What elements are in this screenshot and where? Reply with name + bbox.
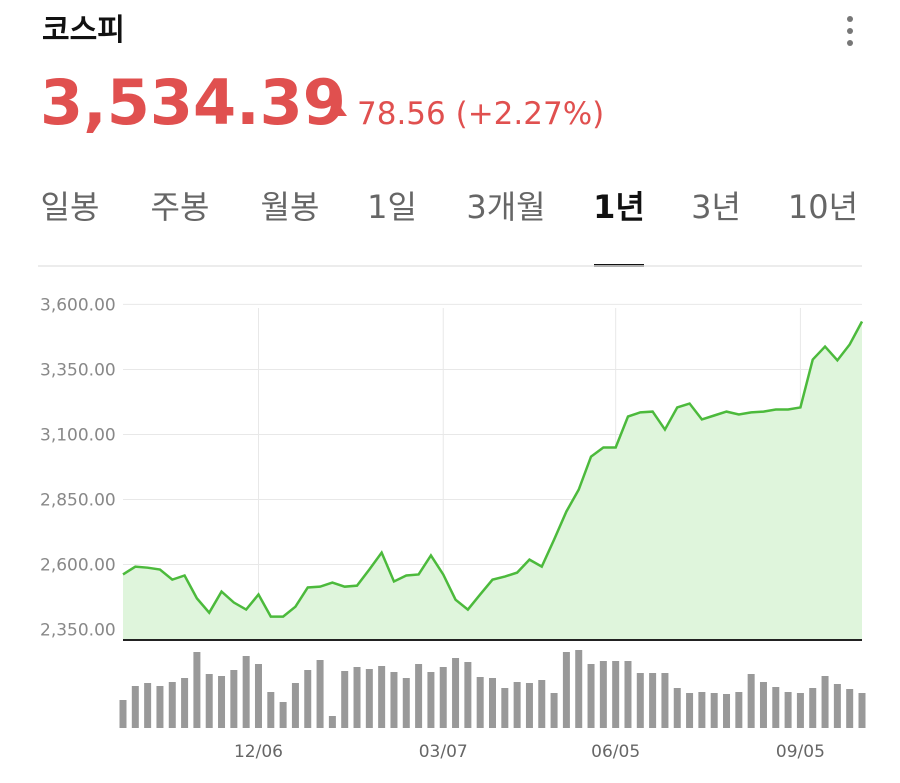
tab[interactable]: 주봉 [151,188,210,226]
volume-bar [489,678,496,728]
volume-bar [501,688,509,728]
tab[interactable]: 월봉 [261,188,320,226]
y-tick-label: 2,350.00 [40,621,116,641]
volume-bar [624,661,632,728]
volume-bar [181,678,189,728]
volume-bar [784,692,792,728]
volume-bar [796,693,804,728]
volume-bar [846,689,854,728]
y-tick-label: 3,350.00 [40,360,116,380]
x-tick-label: 06/05 [591,742,640,762]
volume-bar [562,652,570,728]
volume-bar [267,692,275,728]
volume-bar [661,673,669,728]
volume-bar [341,671,349,728]
volume-bar [304,670,312,728]
volume-bar [205,674,213,728]
volume-bar [550,693,558,728]
x-tick-label: 03/07 [419,742,468,762]
volume-bar [353,667,361,728]
volume-bar [390,672,398,728]
price-change: 78.56 (+2.27%) [357,96,604,132]
y-tick-label: 3,600.00 [40,295,116,315]
volume-bar [131,686,139,728]
volume-bar [821,676,829,728]
volume-bar [698,692,706,728]
y-tick-label: 2,600.00 [40,556,116,576]
volume-bar [686,693,694,728]
chart: 2,350.00 2,600.00 2,850.00 3,100.00 3,350.00… [40,295,866,762]
area [123,321,862,640]
volume-bar [673,688,681,728]
tab[interactable]: 일봉 [41,188,100,226]
volume-bar [833,684,841,728]
volume-bar [575,650,583,728]
volume-bar [649,673,657,728]
volume-bar [119,700,127,728]
volume-bar [156,686,164,728]
tab[interactable]: 1년 [593,188,645,226]
volume-bar [538,680,546,728]
volume-bar [242,656,250,728]
tab[interactable]: 10년 [788,188,858,226]
volume-bar [378,666,386,728]
x-tick-label: 12/06 [234,742,283,762]
volume-bar [193,652,201,728]
volume-bar [452,658,460,728]
price: 3,534.39 [40,66,346,139]
tab[interactable]: 3년 [691,188,741,226]
volume-bar [710,693,718,728]
volume-bar [476,677,484,728]
volume-bar [439,667,447,728]
volume-bar [144,683,152,728]
volume-bar [772,687,780,728]
volume-bar [402,678,410,728]
volume-bar [747,674,755,728]
volume-bar [254,664,262,728]
volume-bar [365,669,373,728]
volume-bar [168,682,176,728]
x-tick-label: 09/05 [776,742,825,762]
volume-bar [636,673,644,728]
index-title: 코스피 [42,13,125,48]
volume-bar [464,662,472,728]
volume-bar [279,702,287,728]
more-menu[interactable] [847,16,853,46]
volume-bar [513,682,521,728]
volume-bar [427,672,435,728]
volume-bar [328,716,336,728]
volume-bar [291,683,299,728]
volume-bar [858,693,866,728]
volume-bar [612,661,620,728]
volume-bar [723,694,731,728]
up-arrow [331,105,347,116]
volume-bar [599,661,607,728]
line [122,320,864,618]
volume-bar [316,660,324,728]
volume-bar [218,676,226,728]
volume-bar [415,664,423,728]
volume-bar [587,664,595,728]
tab[interactable]: 3개월 [466,188,545,226]
y-tick-label: 3,100.00 [40,425,116,445]
y-tick-label: 2,850.00 [40,491,116,511]
tab[interactable]: 1일 [367,188,417,226]
volume-bar [525,683,533,728]
tab-bar: 일봉 주봉 월봉 1일 3개월 1년 3년 10년 [41,188,858,267]
volume-bar [759,682,767,728]
volume-bar [809,688,817,728]
volume-bar [735,692,743,728]
volume-bar [230,670,238,728]
